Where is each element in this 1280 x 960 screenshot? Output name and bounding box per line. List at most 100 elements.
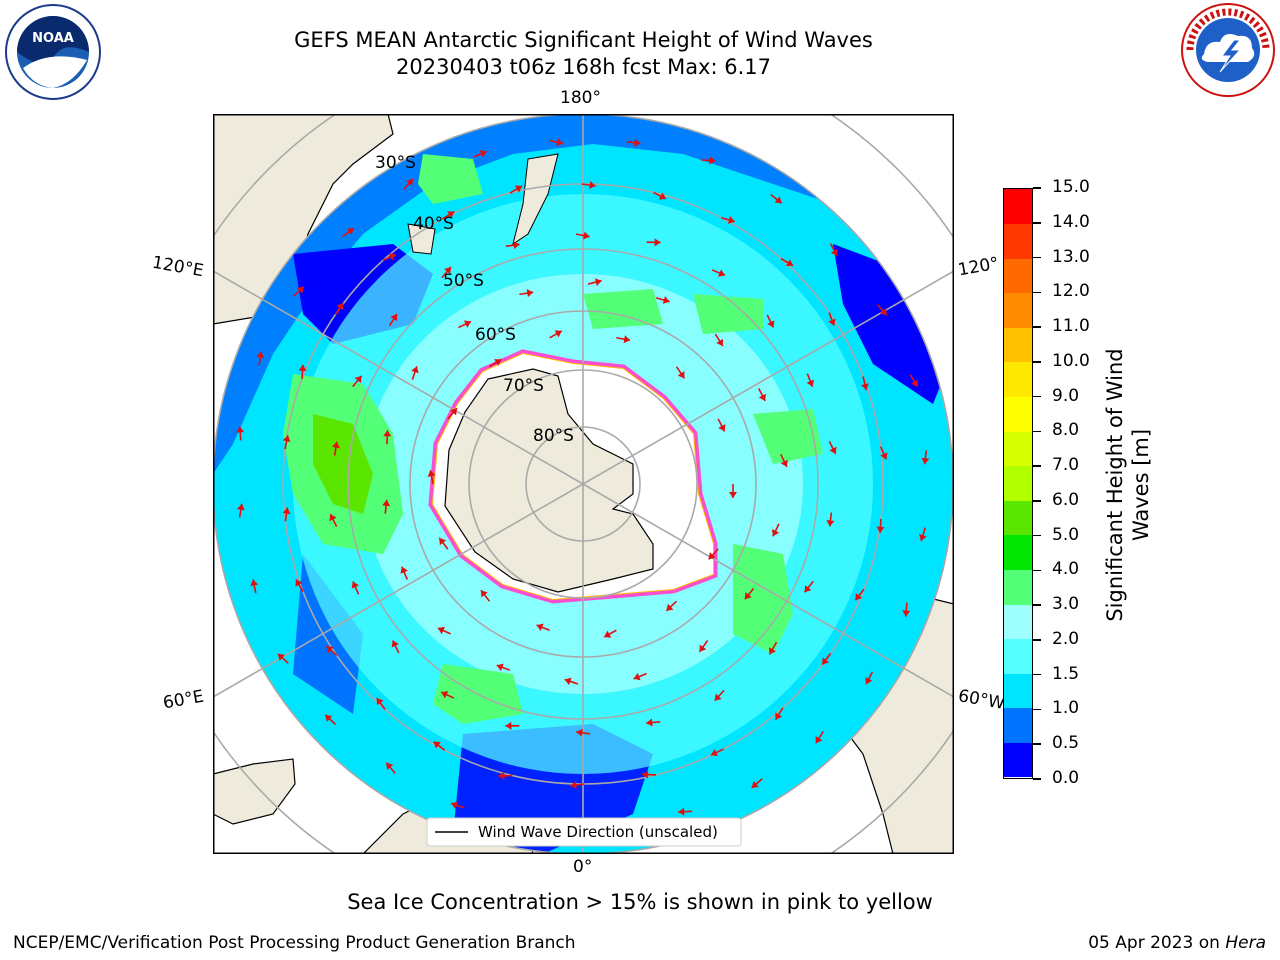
machine-name: Hera: [1225, 933, 1266, 953]
colorbar-tick-mark: [1033, 326, 1041, 328]
wind-wave-arrow: [382, 499, 391, 514]
colorbar: [1003, 188, 1033, 779]
wind-wave-arrow: [385, 762, 396, 774]
colorbar-tick-mark: [1033, 534, 1041, 537]
wind-wave-arrow: [329, 513, 338, 527]
lat-label-70s: 70°S: [503, 376, 544, 396]
credit-branch: NCEP/EMC/Verification Post Processing Pr…: [13, 933, 576, 953]
wind-wave-arrow: [236, 426, 245, 441]
wind-wave-arrow: [236, 503, 245, 518]
wind-wave-arrow: [826, 512, 835, 527]
wind-wave-arrow: [447, 407, 458, 420]
wind-wave-arrow: [549, 330, 563, 339]
blue-patch-4: [293, 554, 363, 714]
wind-wave-arrow: [876, 518, 885, 533]
australia-land: [213, 114, 394, 325]
colorbar-tick-mark: [1033, 395, 1041, 398]
colorbar-tick-mark: [1033, 361, 1041, 363]
wind-wave-arrow: [921, 450, 930, 465]
wind-wave-arrow: [581, 181, 596, 190]
colorbar-tick-label: 2.0: [1052, 628, 1080, 649]
wind-wave-arrow: [576, 728, 591, 737]
wind-wave-arrow: [298, 364, 307, 379]
antarctic-map: 30°S 40°S 50°S 60°S 70°S 80°S Wind Wave …: [213, 114, 954, 854]
colorbar-segment: [1004, 534, 1032, 570]
colorbar-tick-mark: [1033, 604, 1041, 606]
wind-wave-arrow: [710, 748, 724, 757]
wind-wave-arrow: [438, 537, 449, 550]
wind-wave-arrow: [441, 266, 452, 279]
wind-wave-arrow: [708, 548, 719, 560]
wind-wave-arrow: [729, 484, 737, 498]
colorbar-tick-mark: [1033, 708, 1041, 711]
wind-wave-arrow: [806, 373, 815, 388]
colorbar-tick-mark: [1033, 639, 1041, 641]
lon-label-60e: 60°E: [161, 686, 206, 714]
wind-wave-arrow: [325, 645, 338, 657]
wind-wave-arrow: [587, 278, 602, 287]
lon-label-120e: 120°E: [150, 252, 206, 282]
wind-wave-arrow: [717, 418, 726, 432]
wind-wave-arrow: [770, 193, 783, 204]
wind-wave-arrow: [496, 663, 511, 672]
colorbar-tick-mark: [1033, 430, 1041, 433]
wind-wave-arrow: [854, 588, 865, 601]
wind-wave-arrow: [351, 581, 360, 595]
wind-wave-arrow: [352, 375, 363, 388]
wind-wave-arrow: [564, 677, 579, 686]
map-border: [213, 114, 954, 854]
wind-wave-arrow: [282, 507, 291, 522]
colorbar-segment: [1004, 258, 1032, 294]
wind-wave-arrow: [879, 446, 888, 460]
colorbar-tick-label: 12.0: [1052, 281, 1090, 302]
wind-wave-arrow: [293, 286, 305, 297]
wind-wave-arrow: [626, 138, 641, 147]
antarctica-land: [444, 368, 654, 593]
wind-wave-arrow: [388, 313, 398, 327]
colorbar-tick-label: 5.0: [1052, 524, 1080, 545]
colorbar-tick-label: 8.0: [1052, 420, 1080, 441]
wind-wave-arrow: [342, 227, 355, 238]
colorbar-tick-mark: [1033, 465, 1041, 467]
colorbar-segment: [1004, 431, 1032, 467]
wind-wave-arrow: [877, 304, 888, 316]
higher-wave-region-7: [693, 294, 763, 334]
higher-wave-region-6: [583, 289, 663, 329]
colorbar-tick-mark: [1033, 256, 1041, 259]
colorbar-segment: [1004, 223, 1032, 259]
wind-wave-arrow: [641, 770, 657, 779]
higher-wave-region-8: [753, 409, 823, 464]
wind-wave-arrow: [505, 721, 520, 730]
higher-wave-region-2: [313, 414, 373, 514]
wind-wave-arrow: [909, 374, 919, 388]
wind-wave-arrow: [829, 243, 838, 257]
wind-wave-arrow: [400, 566, 409, 580]
lon-label-180: 180°: [560, 88, 601, 108]
legend-label: Wind Wave Direction (unscaled): [478, 823, 718, 841]
colorbar-segment: [1004, 707, 1032, 743]
wind-wave-arrow: [498, 771, 513, 780]
colorbar-tick-label: 6.0: [1052, 489, 1080, 510]
wind-wave-arrow: [780, 257, 794, 267]
colorbar-tick-mark: [1033, 187, 1041, 189]
wind-wave-arrow: [295, 579, 304, 592]
colorbar-segment: [1004, 673, 1032, 709]
wind-wave-arrow: [655, 296, 670, 304]
colorbar-tick-label: 13.0: [1052, 246, 1090, 267]
wind-wave-arrow: [437, 626, 451, 635]
credit-date: 05 Apr 2023 on Hera: [1088, 933, 1266, 953]
colorbar-tick-label: 1.0: [1052, 698, 1080, 719]
wind-wave-arrow: [458, 320, 472, 329]
colorbar-tick-label: 0.5: [1052, 733, 1080, 754]
wind-wave-arrow: [440, 691, 455, 699]
wind-wave-arrow: [711, 269, 726, 277]
wind-wave-arrow: [774, 707, 784, 721]
wind-wave-arrow: [383, 430, 392, 445]
tasmania-land: [407, 223, 436, 255]
colorbar-segment: [1004, 742, 1032, 778]
map-subtitle: 20230403 t06z 168h fcst Max: 6.17: [396, 55, 771, 79]
wind-wave-arrow: [616, 335, 631, 344]
wind-wave-arrow: [575, 231, 590, 240]
colorbar-segment: [1004, 604, 1032, 640]
national-weather-service-logo: [1181, 3, 1275, 97]
